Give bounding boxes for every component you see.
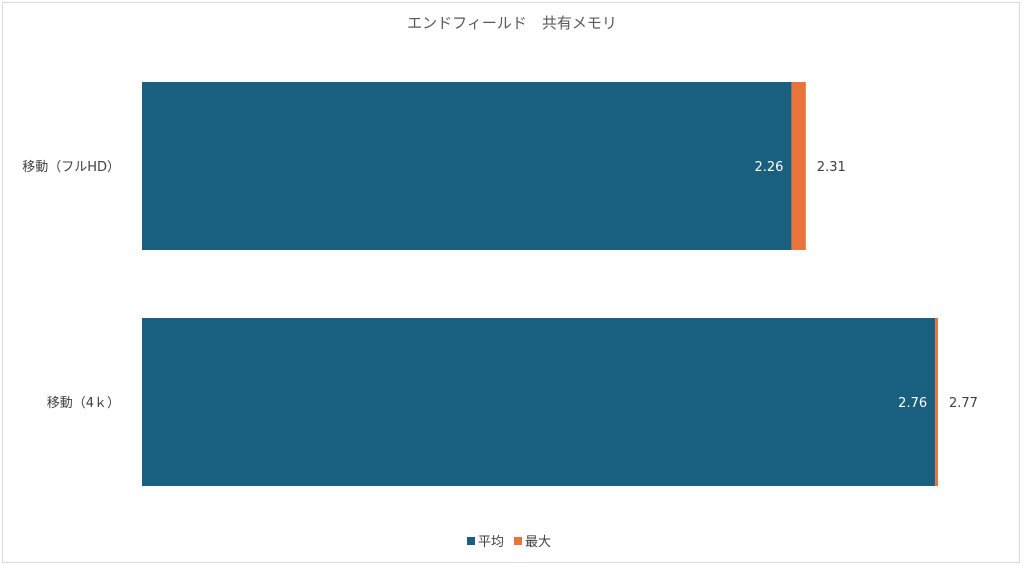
category-label: 移動（フルHD） — [22, 160, 120, 175]
bar-average — [142, 318, 936, 486]
data-label-average: 2.26 — [754, 160, 783, 175]
bar-max — [791, 82, 806, 250]
legend: 平均 最大 — [467, 535, 551, 550]
data-label-average: 2.76 — [898, 396, 927, 411]
legend-label-average: 平均 — [478, 535, 504, 550]
bar-average — [142, 82, 792, 250]
data-label-max: 2.31 — [817, 160, 846, 175]
category-label: 移動（4ｋ） — [47, 396, 120, 411]
legend-swatch-average — [467, 537, 475, 545]
chart-title: エンドフィールド 共有メモリ — [407, 14, 617, 32]
data-label-max: 2.77 — [949, 396, 978, 411]
legend-label-max: 最大 — [525, 535, 551, 550]
legend-swatch-max — [514, 537, 522, 545]
bars-group: 移動（フルHD） 2.26 2.31 移動（4ｋ） 2.76 2.77 — [22, 82, 978, 486]
bar-max — [935, 318, 938, 486]
